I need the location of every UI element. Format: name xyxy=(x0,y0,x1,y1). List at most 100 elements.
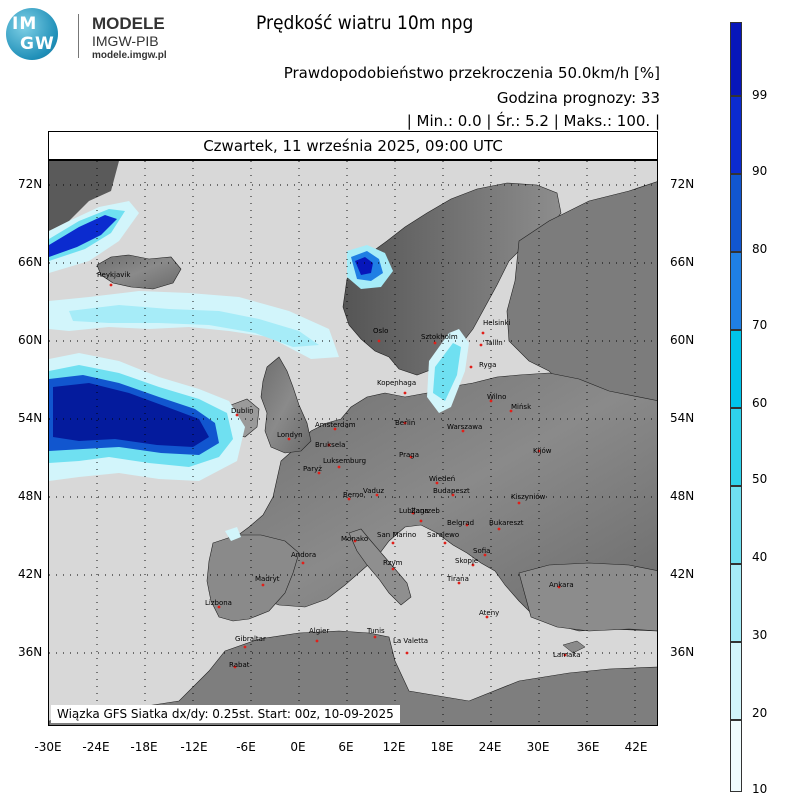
lat-label-left: 36N xyxy=(18,645,43,659)
lon-label: -12E xyxy=(180,740,208,754)
italy xyxy=(348,528,412,606)
city-label: Ryga xyxy=(479,361,496,369)
city-label: Andora xyxy=(291,551,316,559)
north-africa xyxy=(49,630,657,725)
imgw-logo-mark: IM GW xyxy=(6,8,58,60)
logo-name: MODELE xyxy=(92,14,165,33)
logo-mark-bottom: GW xyxy=(20,34,55,54)
city-label: Sofia xyxy=(473,547,490,555)
city-label: Oslo xyxy=(373,327,388,335)
city-label: Warszawa xyxy=(447,423,482,431)
lat-label-left: 60N xyxy=(18,333,43,347)
lon-label: 36E xyxy=(576,740,600,754)
city-label: Madryt xyxy=(255,575,280,583)
lon-label: -24E xyxy=(82,740,110,754)
city-label: Mińsk xyxy=(511,403,532,411)
city-labels: Reykjavik Oslo Sztokholm Helsinki Tallin… xyxy=(97,271,581,669)
turkey xyxy=(518,562,657,632)
colorbar-label: 20 xyxy=(752,706,768,720)
colorbar-cell xyxy=(730,642,742,720)
colorbar-label: 90 xyxy=(752,164,768,178)
logo-site: modele.imgw.pl xyxy=(92,50,167,61)
colorbar-cell xyxy=(730,22,742,96)
forecast-map[interactable]: Reykjavik Oslo Sztokholm Helsinki Tallin… xyxy=(48,160,658,726)
logo-org: IMGW-PIB xyxy=(92,33,159,49)
colorbar-cell xyxy=(730,720,742,792)
colorbar-label: 80 xyxy=(752,242,768,256)
city-label: San Marino xyxy=(377,531,416,539)
lat-label-right: 42N xyxy=(670,567,695,581)
lat-label-left: 72N xyxy=(18,177,43,191)
iceland xyxy=(96,254,182,290)
logo-mark-top: IM xyxy=(12,14,38,34)
city-label: Luksemburg xyxy=(323,457,366,465)
colorbar-label: 70 xyxy=(752,318,768,332)
lat-label-right: 36N xyxy=(670,645,695,659)
city-label: Praga xyxy=(399,451,419,459)
city-label: Algier xyxy=(309,627,329,635)
city-label: Lamaka xyxy=(553,651,581,659)
lat-label-right: 66N xyxy=(670,255,695,269)
lat-label-right: 60N xyxy=(670,333,695,347)
colorbar-label: 60 xyxy=(752,396,768,410)
lat-label-right: 54N xyxy=(670,411,695,425)
lon-label: -30E xyxy=(34,740,62,754)
city-label: Rzym xyxy=(383,559,403,567)
city-label: Vaduz xyxy=(363,487,384,495)
lat-label-left: 48N xyxy=(18,489,43,503)
colorbar-label: 50 xyxy=(752,472,768,486)
city-label: Monako xyxy=(341,535,368,543)
page-title: Prędkość wiatru 10m npg xyxy=(256,12,474,34)
colorbar-label: 40 xyxy=(752,550,768,564)
colorbar-cell xyxy=(730,330,742,408)
city-label: Tallin xyxy=(484,339,503,347)
city-label: Bruksela xyxy=(315,441,345,449)
colorbar-label: 10 xyxy=(752,782,768,796)
city-label: Kijów xyxy=(533,447,552,455)
city-label: Dublin xyxy=(231,407,254,415)
colorbar-label: 99 xyxy=(752,88,768,102)
lon-label: 24E xyxy=(478,740,502,754)
colorbar-cell xyxy=(730,486,742,564)
lat-label-left: 66N xyxy=(18,255,43,269)
scandinavia xyxy=(342,182,562,376)
city-label: Gibraltar xyxy=(235,635,266,643)
city-label: Wiedeń xyxy=(429,475,455,483)
lon-label: 0E xyxy=(290,740,306,754)
colorbar-cell xyxy=(730,96,742,174)
city-label: Tirana xyxy=(446,575,469,583)
logo-divider xyxy=(78,14,79,58)
city-label: Paryż xyxy=(303,465,322,473)
info-threshold: Prawdopodobieństwo przekroczenia 50.0km/… xyxy=(283,64,660,82)
city-label: Kiszyniów xyxy=(511,493,546,501)
city-label: Belgrad xyxy=(447,519,474,527)
colorbar-cell xyxy=(730,408,742,486)
city-label: Budapeszt xyxy=(433,487,470,495)
city-label: La Valetta xyxy=(393,637,428,645)
city-label: Wilno xyxy=(487,393,506,401)
city-label: Berno xyxy=(343,491,364,499)
info-forecast-hour: Godzina prognozy: 33 xyxy=(496,89,660,107)
lat-label-left: 54N xyxy=(18,411,43,425)
colorbar-cell xyxy=(730,564,742,642)
lon-label: 42E xyxy=(624,740,648,754)
city-label: Lizbona xyxy=(205,599,232,607)
city-label: Helsinki xyxy=(483,319,511,327)
lon-label: 18E xyxy=(430,740,454,754)
city-label: Skopje xyxy=(455,557,478,565)
lon-label: -6E xyxy=(236,740,256,754)
colorbar-cell xyxy=(730,174,742,252)
lon-label: -18E xyxy=(130,740,158,754)
city-label: Ankara xyxy=(549,581,574,589)
info-stats: | Min.: 0.0 | Śr.: 5.2 | Maks.: 100. | xyxy=(406,112,660,130)
iberia xyxy=(206,534,300,622)
lat-label-left: 42N xyxy=(18,567,43,581)
city-label: Sarajewo xyxy=(427,531,459,539)
valid-date: Czwartek, 11 września 2025, 09:00 UTC xyxy=(48,131,658,160)
city-label: Amsterdam xyxy=(315,421,356,429)
city-label: Londyn xyxy=(277,431,303,439)
lon-label: 30E xyxy=(526,740,550,754)
lat-label-right: 48N xyxy=(670,489,695,503)
cyprus xyxy=(562,640,586,654)
city-label: Tunis xyxy=(366,627,385,635)
